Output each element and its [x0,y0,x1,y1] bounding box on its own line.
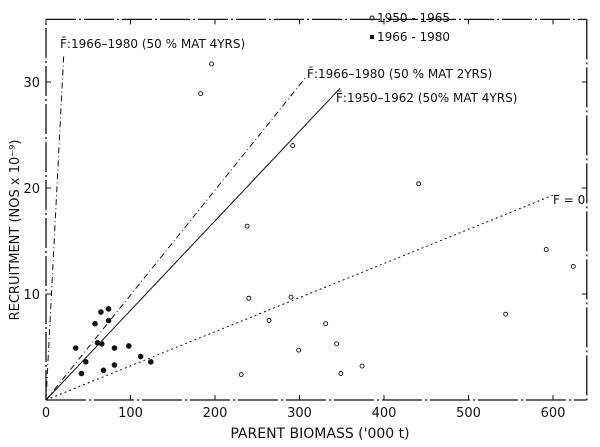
reference-line-2 [45,87,341,401]
legend-marker-filled [370,35,374,39]
x-axis: 0 100 200 300 400 500 600 [42,19,566,421]
point-1950-1965 [198,91,204,97]
point-1966-1980 [137,353,144,360]
point-1950-1965 [334,341,340,347]
point-1950-1965 [359,363,365,369]
point-1966-1980 [100,367,107,374]
point-1966-1980 [72,345,79,351]
point-1950-1965 [570,263,576,269]
line-label-0: F̄:1966–1980 (50 % MAT 4YRS) [60,37,245,51]
x-tick-label: 100 [118,406,143,421]
point-1950-1965 [209,61,215,67]
point-1950-1965 [288,294,294,300]
reference-lines [45,54,554,401]
y-axis-label: RECRUITMENT (NOS x 10⁻⁹) [8,140,23,321]
point-1966-1980 [98,341,105,347]
y-axis: 10 20 30 [23,76,587,303]
line-label-3: F = 0 [553,193,585,207]
point-1966-1980 [98,309,104,315]
x-tick-label: 0 [42,406,50,421]
reference-line-3 [45,194,554,401]
point-1950-1965 [290,143,296,149]
y-tick-label: 30 [23,76,40,91]
point-1966-1980 [92,320,98,327]
point-1966-1980 [111,362,118,368]
point-1966-1980 [147,359,154,365]
y-tick-label: 20 [23,182,40,197]
point-1950-1965 [246,295,252,301]
point-1966-1980 [78,370,85,377]
x-tick-label: 600 [541,406,566,421]
point-1966-1980 [126,343,132,349]
point-1950-1965 [503,311,509,317]
x-tick-label: 200 [203,406,228,421]
legend: 1950 - 1965 1966 - 1980 [369,11,450,44]
line-label-2: F̄:1950–1962 (50% MAT 4YRS) [336,91,517,105]
legend-label-1966-1980: 1966 - 1980 [377,30,450,44]
point-1950-1965 [543,247,549,252]
x-axis-label: PARENT BIOMASS ('000 t) [230,426,409,442]
point-1950-1965 [296,347,302,353]
point-1966-1980 [105,306,112,312]
plot-frame [45,18,588,401]
point-1950-1965 [338,371,344,376]
point-1950-1965 [244,223,250,229]
reference-line-0 [45,54,65,401]
point-1966-1980 [105,317,112,324]
x-tick-label: 400 [372,406,397,421]
point-1950-1965 [323,321,329,327]
legend-marker-open [369,15,375,21]
legend-label-1950-1965: 1950 - 1965 [377,11,450,25]
point-1950-1965 [416,181,422,187]
x-tick-label: 300 [287,406,312,421]
point-1950-1965 [238,372,244,378]
line-label-1: F̄:1966–1980 (50 % MAT 2YRS) [307,67,492,81]
y-tick-label: 10 [23,288,40,303]
reference-line-1 [45,75,308,401]
x-tick-label: 500 [456,406,481,421]
point-1966-1980 [94,339,101,346]
data-points [72,61,576,378]
point-1950-1965 [266,318,272,323]
point-1966-1980 [82,359,89,365]
point-1966-1980 [111,345,118,351]
